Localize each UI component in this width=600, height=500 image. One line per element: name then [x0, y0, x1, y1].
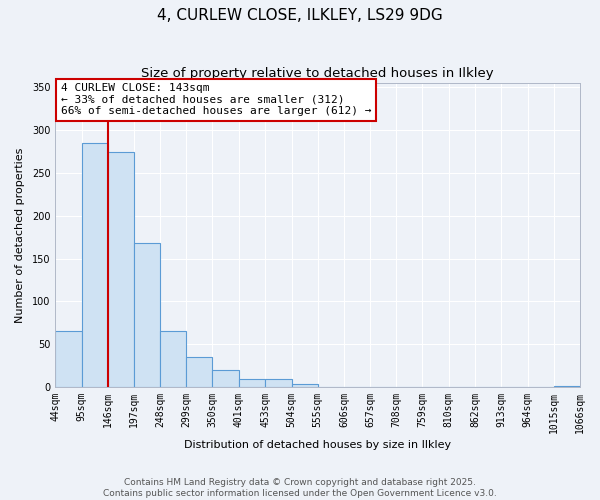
Bar — [187, 357, 212, 387]
Title: Size of property relative to detached houses in Ilkley: Size of property relative to detached ho… — [142, 68, 494, 80]
Bar — [212, 370, 239, 387]
Bar — [160, 332, 187, 387]
Bar — [82, 143, 108, 387]
Text: Contains HM Land Registry data © Crown copyright and database right 2025.
Contai: Contains HM Land Registry data © Crown c… — [103, 478, 497, 498]
Bar — [108, 152, 134, 387]
Bar — [134, 243, 160, 387]
Bar — [265, 380, 292, 387]
Text: 4 CURLEW CLOSE: 143sqm
← 33% of detached houses are smaller (312)
66% of semi-de: 4 CURLEW CLOSE: 143sqm ← 33% of detached… — [61, 83, 371, 116]
Bar — [239, 380, 265, 387]
Y-axis label: Number of detached properties: Number of detached properties — [15, 148, 25, 323]
Bar — [292, 384, 318, 387]
Bar — [55, 332, 82, 387]
X-axis label: Distribution of detached houses by size in Ilkley: Distribution of detached houses by size … — [184, 440, 451, 450]
Text: 4, CURLEW CLOSE, ILKLEY, LS29 9DG: 4, CURLEW CLOSE, ILKLEY, LS29 9DG — [157, 8, 443, 22]
Bar — [554, 386, 580, 387]
